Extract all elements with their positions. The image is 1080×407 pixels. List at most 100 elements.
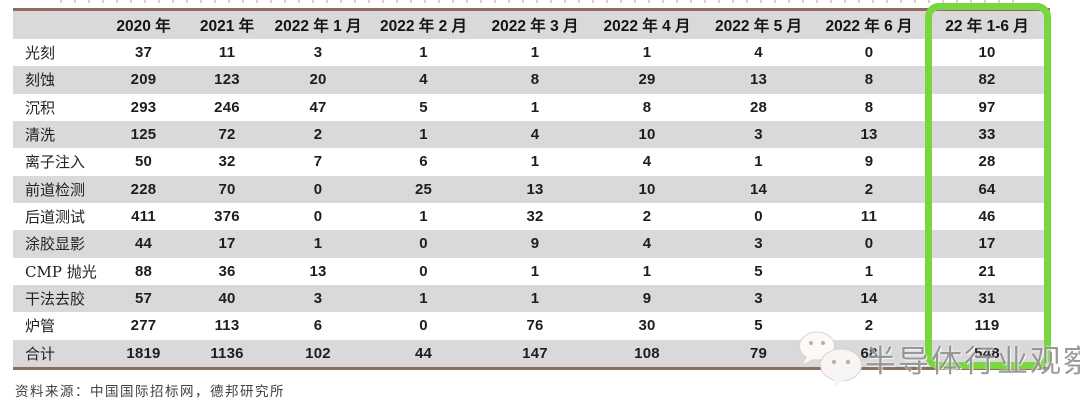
row-label: 涂胶显影	[25, 235, 86, 254]
value-cell: 119	[974, 317, 1000, 335]
value-cell: 13	[860, 126, 878, 144]
value-cell: 0	[419, 235, 428, 253]
value-cell: 113	[214, 317, 240, 335]
value-cell: 0	[864, 44, 874, 62]
value-cell: 32	[526, 208, 544, 226]
value-cell: 32	[218, 153, 236, 171]
value-cell: 0	[864, 235, 874, 253]
column-header: 2022 年 1 月	[274, 18, 362, 35]
value-cell: 2	[313, 126, 323, 144]
value-cell: 14	[749, 180, 768, 198]
value-cell: 1	[754, 153, 763, 171]
table-row: 沉积 293 246 47 5 1 8 28 8 97	[13, 93, 1050, 121]
value-cell: 97	[978, 98, 996, 116]
value-cell: 10	[638, 180, 656, 198]
value-cell: 29	[638, 71, 656, 89]
value-cell: 46	[978, 208, 996, 226]
value-cell: 6	[313, 317, 323, 335]
column-header: 22 年 1-6 月	[945, 18, 1029, 35]
value-cell: 108	[634, 344, 660, 362]
value-cell: 28	[749, 98, 768, 116]
value-cell: 7	[313, 153, 323, 171]
table-row: 前道检测 228 70 0 25 13 10 14 2 64	[13, 175, 1050, 203]
value-cell: 8	[864, 98, 874, 116]
value-cell: 70	[218, 180, 236, 198]
value-cell: 5	[419, 98, 428, 116]
column-header: 2022 年 5 月	[714, 18, 803, 35]
value-cell: 277	[130, 317, 157, 335]
value-cell: 1	[419, 126, 428, 144]
value-cell: 3	[754, 235, 763, 253]
value-cell: 57	[134, 290, 153, 308]
value-cell: 1	[313, 235, 323, 253]
value-cell: 3	[754, 126, 763, 144]
row-label: 沉积	[25, 98, 56, 117]
table-row: 刻蚀 209 123 20 4 8 29 13 8 82	[13, 66, 1050, 94]
value-cell: 76	[526, 317, 544, 335]
row-label: 清洗	[25, 126, 56, 145]
value-cell: 8	[530, 71, 540, 89]
value-cell: 40	[218, 290, 236, 308]
value-cell: 4	[642, 235, 652, 253]
value-cell: 25	[414, 180, 433, 198]
value-cell: 1	[642, 44, 652, 62]
value-cell: 1	[864, 262, 874, 280]
value-cell: 1	[530, 98, 540, 116]
value-cell: 3	[313, 44, 323, 62]
column-header: 2022 年 3 月	[491, 18, 579, 35]
value-cell: 13	[749, 71, 768, 89]
table-row: 涂胶显影 44 17 1 0 9 4 3 0 17	[13, 230, 1050, 258]
table-row: 炉管 277 113 6 0 76 30 5 2 119	[13, 312, 1050, 340]
value-cell: 1	[642, 262, 652, 280]
column-header: 2022 年 6 月	[825, 18, 913, 35]
value-cell: 293	[130, 98, 157, 116]
value-cell: 9	[530, 235, 540, 253]
value-cell: 5	[754, 262, 763, 280]
value-cell: 28	[978, 153, 996, 171]
value-cell: 209	[130, 71, 157, 89]
table-row: 光刻 37 11 3 1 1 1 4 0 10	[13, 39, 1050, 67]
value-cell: 33	[978, 126, 996, 144]
value-cell: 9	[864, 153, 874, 171]
value-cell: 0	[419, 317, 428, 335]
value-cell: 36	[218, 262, 236, 280]
source-note: 资料来源：中国国际招标网，德邦研究所	[15, 384, 285, 400]
value-cell: 4	[419, 71, 428, 89]
table-row: 后道测试 411 376 0 1 32 2 0 11 46	[13, 202, 1050, 231]
value-cell: 50	[134, 153, 153, 171]
value-cell: 3	[754, 290, 763, 308]
value-cell: 82	[978, 71, 996, 89]
value-cell: 125	[130, 126, 157, 144]
row-label: 光刻	[25, 44, 56, 63]
row-label: 干法去胶	[25, 290, 86, 309]
value-cell: 0	[419, 262, 428, 280]
table-body: 光刻 37 11 3 1 1 1 4 0 10 刻蚀 209 123 20 4 8 29 13 8 82 沉积 293 24…	[13, 39, 1050, 367]
value-cell: 4	[754, 44, 763, 62]
value-cell: 548	[974, 344, 1000, 362]
value-cell: 246	[214, 98, 240, 116]
bidding-count-table: 2020 年 2021 年 2022 年 1 月 2022 年 2 月 2022 年 3…	[13, 8, 1050, 370]
value-cell: 20	[309, 71, 327, 89]
value-cell: 2	[864, 317, 874, 335]
value-cell: 47	[309, 98, 327, 116]
value-cell: 376	[214, 208, 240, 226]
value-cell: 0	[754, 208, 763, 226]
value-cell: 2	[642, 208, 652, 226]
table-row: 合计 1819 1136 102 44 147 108 79 68 548	[13, 339, 1050, 367]
value-cell: 10	[638, 126, 656, 144]
value-cell: 44	[414, 344, 433, 362]
value-cell: 102	[305, 344, 331, 362]
row-label: CMP 抛光	[25, 262, 97, 281]
cropped-text-remnant	[60, 0, 1020, 3]
value-cell: 411	[131, 208, 156, 226]
row-label: 前道检测	[25, 180, 86, 199]
value-cell: 13	[309, 262, 327, 280]
value-cell: 79	[749, 344, 768, 362]
value-cell: 17	[978, 235, 996, 253]
value-cell: 14	[860, 290, 878, 308]
value-cell: 147	[522, 344, 548, 362]
value-cell: 30	[638, 317, 656, 335]
value-cell: 3	[313, 290, 323, 308]
value-cell: 1	[419, 208, 428, 226]
